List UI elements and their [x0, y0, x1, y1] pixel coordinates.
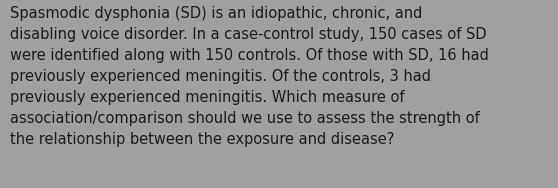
Text: Spasmodic dysphonia (SD) is an idiopathic, chronic, and
disabling voice disorder: Spasmodic dysphonia (SD) is an idiopathi…	[10, 6, 489, 147]
